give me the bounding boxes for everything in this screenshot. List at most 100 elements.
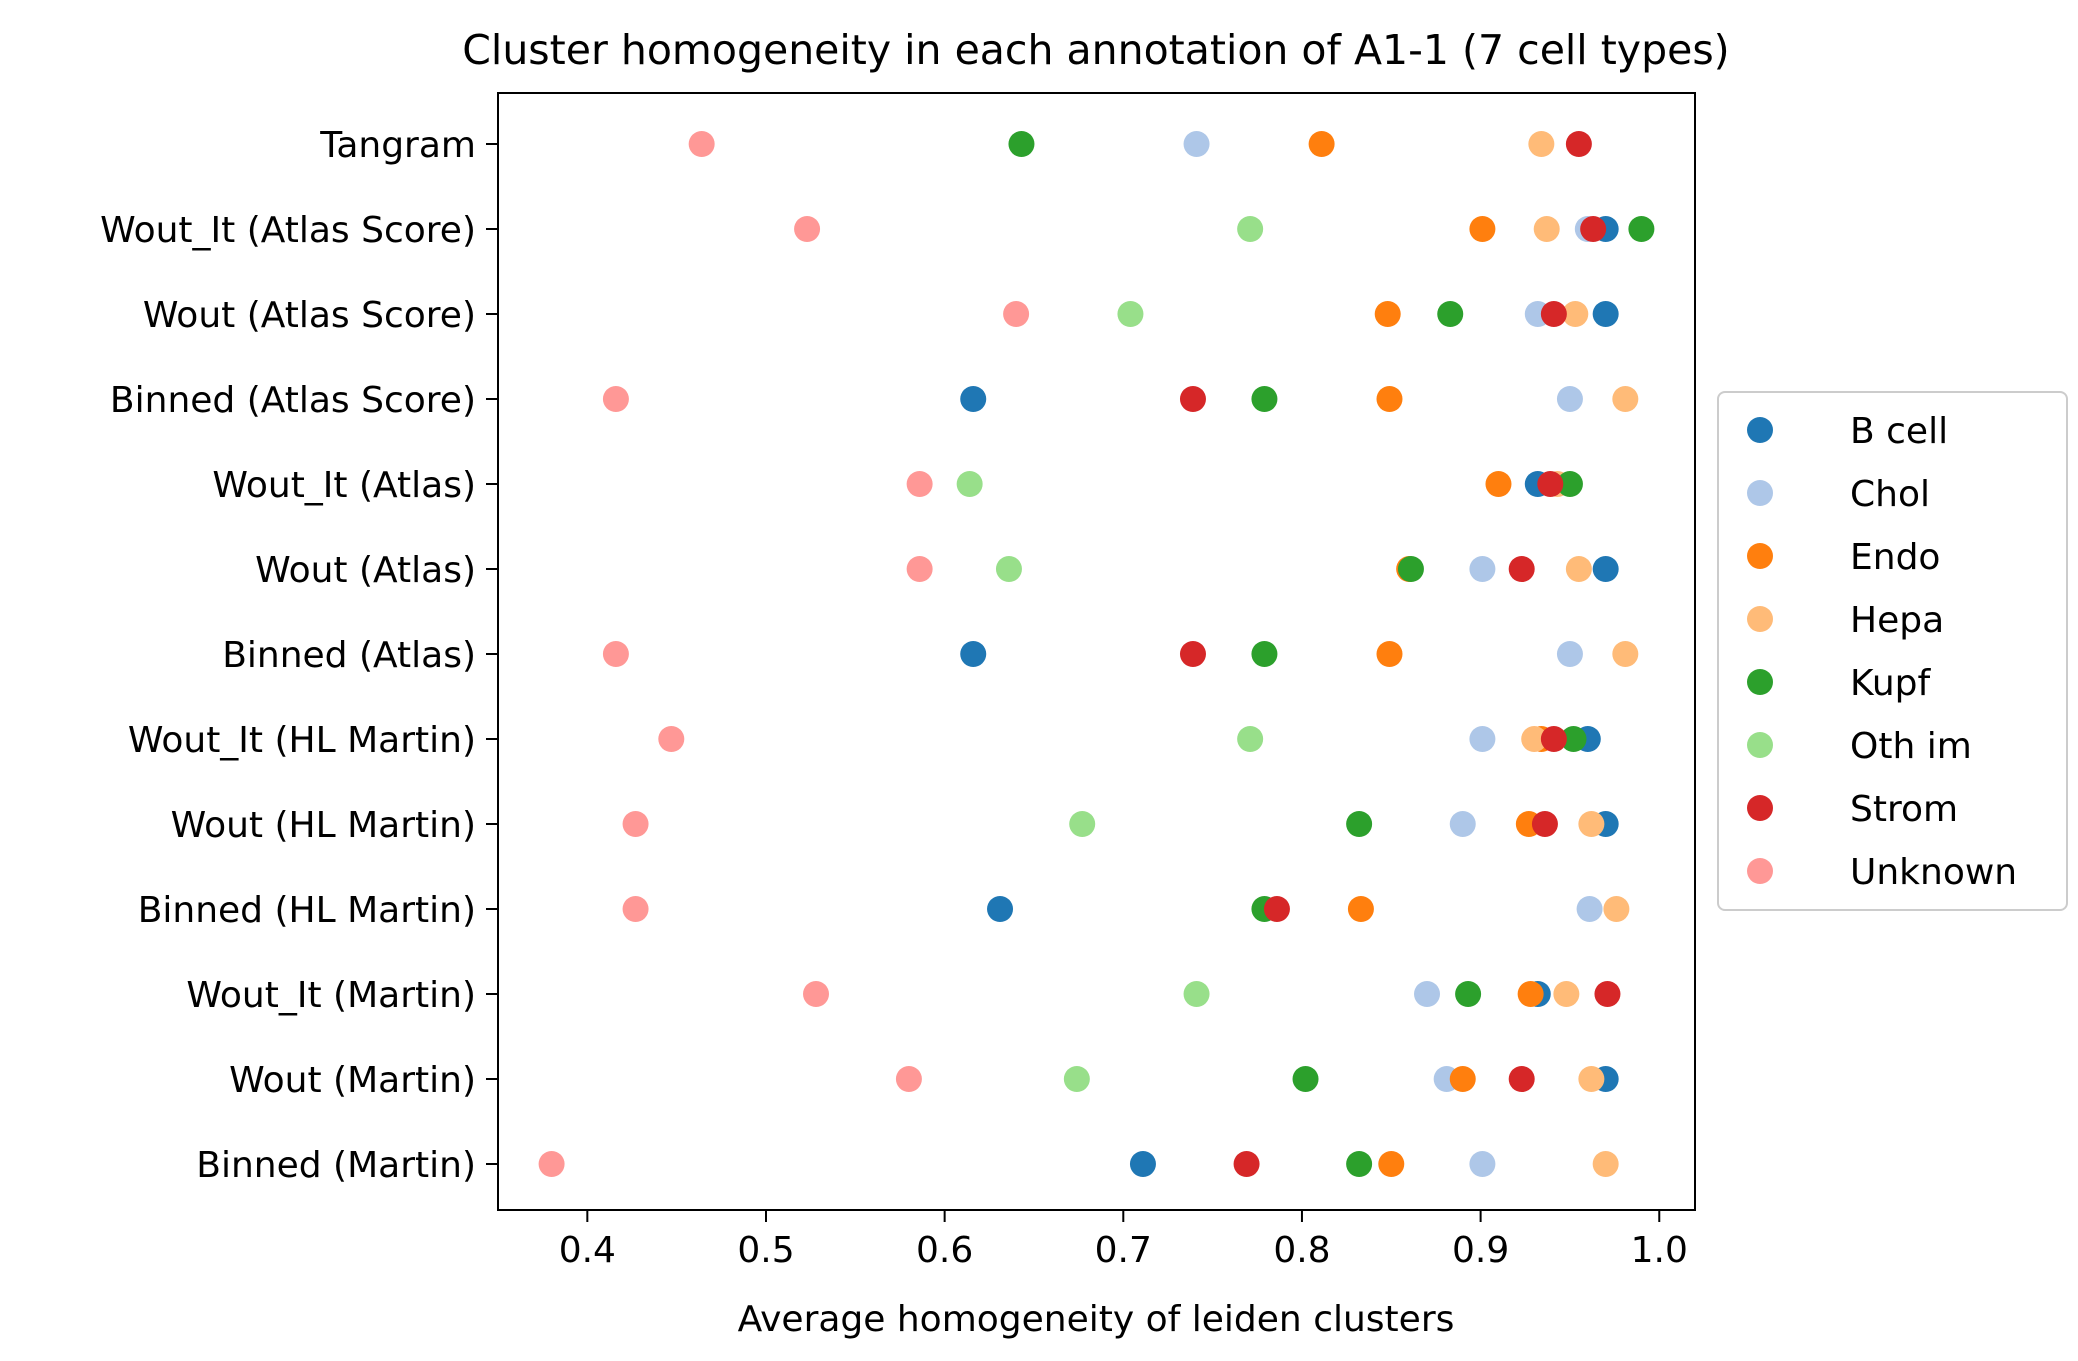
data-point xyxy=(1003,301,1030,327)
data-point xyxy=(1565,556,1592,582)
x-tick-label: 0.8 xyxy=(1273,1230,1330,1271)
plot-area xyxy=(497,92,1696,1211)
data-point xyxy=(1485,471,1512,497)
data-point xyxy=(1560,726,1587,752)
data-point xyxy=(1263,896,1290,922)
data-point xyxy=(658,726,685,752)
data-point xyxy=(1346,811,1373,837)
legend-label: Chol xyxy=(1850,474,1930,515)
x-tick-label: 0.5 xyxy=(737,1230,794,1271)
data-point xyxy=(1508,556,1535,582)
data-point xyxy=(1521,726,1548,752)
series-endo xyxy=(1308,131,1555,1177)
legend-marker xyxy=(1747,795,1773,821)
data-point xyxy=(1374,301,1401,327)
data-point xyxy=(1376,386,1403,412)
y-tick-label: Wout (Atlas Score) xyxy=(143,295,476,336)
y-tick-label: Wout_It (HL Martin) xyxy=(128,720,476,761)
data-point xyxy=(1129,1151,1156,1177)
data-point xyxy=(1556,471,1583,497)
series-oth-im xyxy=(956,216,1264,1092)
data-point xyxy=(1414,981,1441,1007)
data-point xyxy=(1592,301,1619,327)
data-points xyxy=(538,131,1655,1177)
data-point xyxy=(1562,301,1589,327)
data-point xyxy=(1237,726,1264,752)
data-point xyxy=(1397,556,1424,582)
data-point xyxy=(1517,981,1544,1007)
y-tick-label: Binned (Atlas) xyxy=(222,635,476,676)
data-point xyxy=(1378,1151,1405,1177)
legend-label: Oth im xyxy=(1850,726,1972,767)
data-point xyxy=(995,556,1022,582)
data-point xyxy=(1179,386,1206,412)
data-point xyxy=(1455,981,1482,1007)
data-point xyxy=(1469,726,1496,752)
legend-marker xyxy=(1747,543,1773,569)
legend-label: Endo xyxy=(1850,537,1940,578)
data-point xyxy=(1612,641,1639,667)
data-point xyxy=(1537,471,1564,497)
x-tick-label: 0.4 xyxy=(559,1230,616,1271)
data-point xyxy=(1553,981,1580,1007)
data-point xyxy=(1531,811,1558,837)
data-point xyxy=(1183,981,1210,1007)
data-point xyxy=(1578,1066,1605,1092)
legend-marker xyxy=(1747,480,1773,506)
data-point xyxy=(622,896,649,922)
data-point xyxy=(960,641,987,667)
legend: B cell Chol Endo Hepa Kupf Oth im Strom Unknown xyxy=(1717,391,2068,911)
y-tick-label: Binned (Atlas Score) xyxy=(110,380,476,421)
data-point xyxy=(688,131,715,157)
data-point xyxy=(956,471,983,497)
data-point xyxy=(1612,386,1639,412)
y-axis: Tangram Wout_It (Atlas Score) Wout (Atlas … xyxy=(100,125,498,1186)
x-tick-label: 1.0 xyxy=(1631,1230,1688,1271)
y-tick-label: Wout (Martin) xyxy=(229,1060,476,1101)
data-point xyxy=(1179,641,1206,667)
data-point xyxy=(1469,556,1496,582)
data-point xyxy=(1592,1151,1619,1177)
legend-marker xyxy=(1747,858,1773,884)
legend-marker xyxy=(1747,606,1773,632)
data-point xyxy=(1292,1066,1319,1092)
x-tick-label: 0.6 xyxy=(916,1230,973,1271)
legend-label: Strom xyxy=(1850,789,1958,830)
data-point xyxy=(895,1066,922,1092)
y-tick-label: Binned (Martin) xyxy=(196,1145,476,1186)
x-tick-label: 0.9 xyxy=(1452,1230,1509,1271)
data-point xyxy=(1308,131,1335,157)
series-hepa xyxy=(1521,131,1639,1177)
data-point xyxy=(1594,981,1621,1007)
legend-label: B cell xyxy=(1850,411,1948,452)
data-point xyxy=(1376,641,1403,667)
data-point xyxy=(1533,216,1560,242)
data-point xyxy=(803,981,830,1007)
chart-title: Cluster homogeneity in each annotation o… xyxy=(462,26,1729,74)
data-point xyxy=(1437,301,1464,327)
y-tick-label: Wout_It (Atlas) xyxy=(212,465,476,506)
data-point xyxy=(1592,556,1619,582)
data-point xyxy=(794,216,821,242)
data-point xyxy=(1346,1151,1373,1177)
y-tick-label: Wout_It (Atlas Score) xyxy=(100,210,476,251)
data-point xyxy=(1237,216,1264,242)
data-point xyxy=(1540,726,1567,752)
data-point xyxy=(602,386,629,412)
legend-label: Kupf xyxy=(1850,663,1931,704)
data-point xyxy=(1063,1066,1090,1092)
data-point xyxy=(1251,386,1278,412)
series-b-cell xyxy=(960,216,1619,1177)
series-strom xyxy=(1179,131,1621,1177)
x-tick-label: 0.7 xyxy=(1095,1230,1152,1271)
data-point xyxy=(1117,301,1144,327)
data-point xyxy=(1565,131,1592,157)
data-point xyxy=(1580,216,1607,242)
data-point xyxy=(1008,131,1035,157)
data-point xyxy=(1233,1151,1260,1177)
data-point xyxy=(1540,301,1567,327)
data-point xyxy=(1508,1066,1535,1092)
series-chol xyxy=(1183,131,1603,1177)
data-point xyxy=(1578,811,1605,837)
